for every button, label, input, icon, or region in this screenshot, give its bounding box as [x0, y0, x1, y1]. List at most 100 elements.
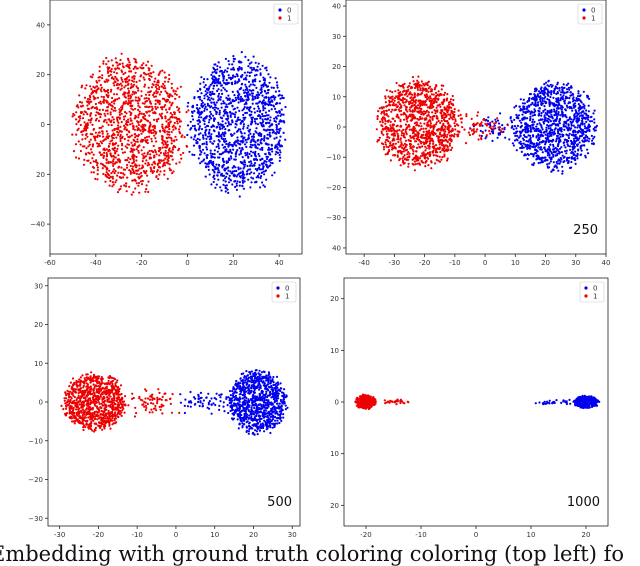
data-point: [213, 149, 216, 152]
data-point: [130, 147, 133, 150]
data-point: [112, 183, 115, 186]
data-point: [592, 112, 595, 115]
data-point: [106, 135, 109, 138]
data-point: [205, 143, 208, 146]
data-point: [548, 118, 551, 121]
data-point: [417, 143, 420, 146]
data-point: [559, 93, 562, 96]
data-point: [225, 142, 228, 146]
data-point: [217, 121, 220, 124]
data-point: [234, 185, 237, 189]
data-point: [179, 85, 182, 88]
data-point: [400, 106, 403, 109]
data-point: [134, 169, 138, 172]
data-point: [431, 150, 434, 153]
data-point: [572, 96, 575, 99]
data-point: [565, 152, 568, 155]
data-point: [268, 101, 271, 104]
data-point: [145, 64, 148, 67]
data-point: [512, 144, 516, 147]
data-point: [236, 106, 239, 109]
data-point: [587, 104, 590, 107]
data-point: [552, 155, 555, 158]
data-point: [533, 95, 536, 98]
data-point: [144, 162, 147, 165]
data-point: [116, 64, 119, 67]
data-point: [126, 80, 129, 83]
data-point: [236, 139, 239, 142]
data-point: [222, 139, 226, 143]
data-point: [413, 117, 417, 120]
data-point: [129, 150, 132, 153]
data-point: [567, 82, 570, 85]
data-point: [133, 154, 136, 157]
data-point: [440, 119, 443, 122]
data-point: [129, 119, 132, 122]
data-point: [153, 126, 156, 129]
data-point: [382, 109, 386, 113]
data-point: [136, 120, 139, 123]
data-point: [105, 63, 108, 66]
data-point: [153, 134, 156, 137]
data-point: [172, 124, 175, 127]
data-point: [117, 158, 121, 161]
data-point: [468, 133, 471, 137]
data-point: [196, 137, 199, 140]
data-point: [229, 133, 233, 136]
data-point: [206, 104, 210, 107]
data-point: [542, 110, 545, 113]
data-point: [121, 70, 124, 73]
data-point: [129, 123, 132, 126]
data-point: [421, 136, 424, 140]
data-point: [425, 137, 429, 140]
data-point: [447, 106, 450, 109]
data-point: [439, 121, 442, 124]
data-point: [118, 67, 121, 70]
data-point: [204, 105, 207, 108]
data-point: [164, 164, 167, 167]
data-point: [154, 162, 157, 165]
data-point: [158, 113, 161, 116]
data-point: [130, 193, 133, 196]
data-point: [109, 175, 112, 179]
data-point: [203, 78, 206, 81]
legend-box: [273, 3, 299, 25]
data-point: [102, 172, 105, 176]
data-point: [454, 120, 457, 123]
data-point: [581, 119, 584, 122]
data-point: [210, 154, 213, 157]
data-point: [211, 114, 215, 117]
data-point: [444, 130, 447, 133]
data-point: [125, 100, 128, 103]
data-point: [163, 173, 166, 176]
data-point: [115, 136, 118, 139]
data-point: [220, 106, 223, 109]
data-point: [277, 131, 280, 134]
data-point: [569, 148, 572, 151]
data-point: [420, 84, 423, 87]
data-point: [260, 86, 263, 90]
data-point: [427, 87, 430, 90]
data-point: [540, 103, 543, 107]
data-point: [578, 137, 581, 140]
data-point: [202, 159, 205, 162]
data-point: [434, 109, 437, 113]
data-point: [217, 178, 220, 181]
data-point: [211, 168, 214, 171]
data-point: [555, 160, 558, 164]
data-point: [244, 88, 247, 91]
data-point: [237, 128, 240, 131]
data-point: [443, 91, 447, 94]
data-point: [165, 108, 168, 111]
data-point: [143, 152, 146, 155]
data-point: [217, 143, 220, 146]
scatter-points: [71, 51, 287, 198]
data-point: [249, 145, 252, 149]
data-point: [143, 78, 146, 81]
data-point: [138, 191, 141, 194]
data-point: [403, 89, 406, 92]
data-point: [491, 139, 494, 142]
data-point: [566, 88, 569, 91]
data-point: [398, 95, 401, 98]
data-point: [152, 144, 155, 148]
